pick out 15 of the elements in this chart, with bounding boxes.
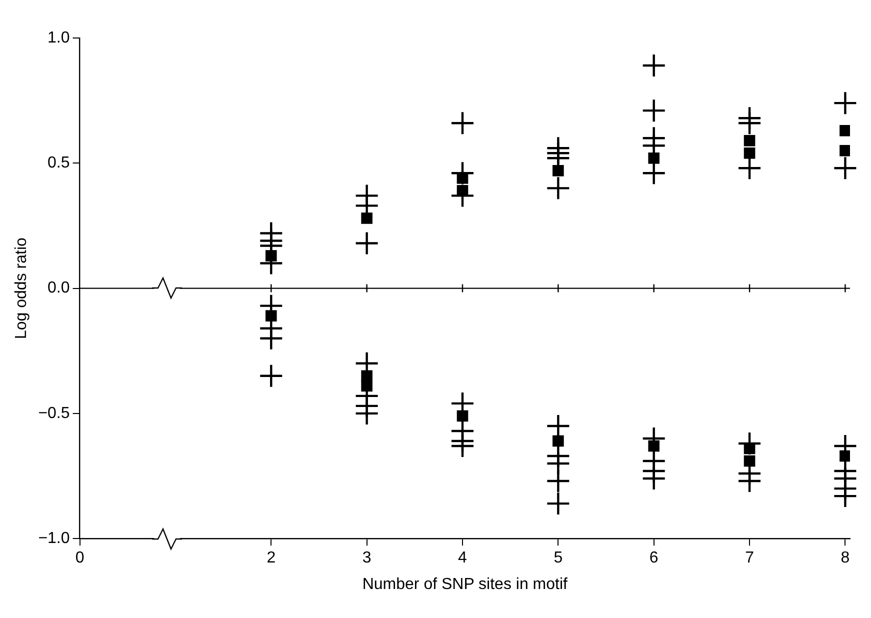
x-tick-label: 8 <box>840 550 850 567</box>
x-axis-title: Number of SNP sites in motif <box>362 576 568 593</box>
x-tick-label: 6 <box>649 550 658 567</box>
y-tick-label: 0.5 <box>48 154 70 172</box>
x-tick-label: 5 <box>554 550 563 567</box>
x-tick-label: 4 <box>458 550 468 567</box>
x-tick-label: 7 <box>745 550 754 567</box>
x-tick-label: 2 <box>266 550 276 567</box>
x-tick-label: 0 <box>75 550 84 567</box>
y-tick-label: 1.0 <box>48 29 70 46</box>
y-tick-label: −1.0 <box>38 530 70 548</box>
y-axis-title: Log odds ratio <box>13 237 30 340</box>
x-tick-label: 3 <box>362 550 372 567</box>
y-tick-label: −0.5 <box>38 404 70 422</box>
y-tick-label: 0.0 <box>48 280 70 297</box>
